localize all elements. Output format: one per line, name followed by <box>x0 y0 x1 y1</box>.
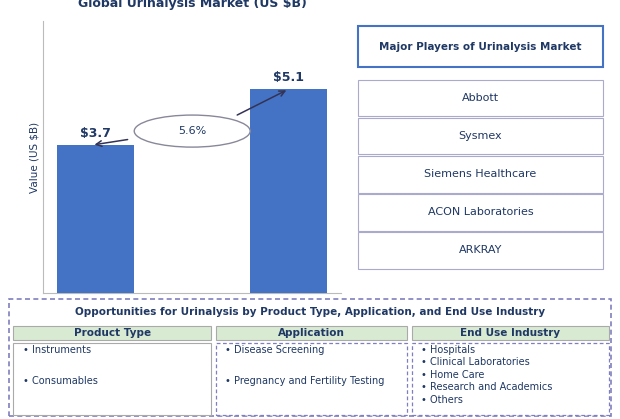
FancyBboxPatch shape <box>412 343 609 414</box>
FancyBboxPatch shape <box>14 343 211 414</box>
FancyBboxPatch shape <box>9 299 611 416</box>
Text: • Clinical Laboratories: • Clinical Laboratories <box>421 357 530 367</box>
Text: $3.7: $3.7 <box>80 127 111 140</box>
FancyBboxPatch shape <box>358 80 603 116</box>
Text: • Research and Academics: • Research and Academics <box>421 382 552 392</box>
Text: Source: Lucintel: Source: Lucintel <box>260 337 356 347</box>
Text: Product Type: Product Type <box>74 328 151 338</box>
Text: • Instruments: • Instruments <box>22 345 91 355</box>
Y-axis label: Value (US $B): Value (US $B) <box>29 122 39 193</box>
Text: $5.1: $5.1 <box>273 71 304 84</box>
FancyBboxPatch shape <box>216 326 407 341</box>
Text: • Pregnancy and Fertility Testing: • Pregnancy and Fertility Testing <box>225 376 384 386</box>
Text: • Others: • Others <box>421 395 463 405</box>
Text: End Use Industry: End Use Industry <box>461 328 560 338</box>
FancyBboxPatch shape <box>358 118 603 154</box>
FancyBboxPatch shape <box>216 343 407 414</box>
Bar <box>57 145 134 293</box>
Bar <box>250 89 327 293</box>
Title: Global Urinalysis Market (US $B): Global Urinalysis Market (US $B) <box>78 0 307 10</box>
Ellipse shape <box>134 115 250 147</box>
Text: Siemens Healthcare: Siemens Healthcare <box>424 169 537 179</box>
FancyBboxPatch shape <box>14 326 211 341</box>
FancyBboxPatch shape <box>358 156 603 193</box>
Text: ACON Laboratories: ACON Laboratories <box>428 207 533 217</box>
Text: Application: Application <box>278 328 345 338</box>
Text: Abbott: Abbott <box>462 93 499 103</box>
Text: Sysmex: Sysmex <box>459 131 502 141</box>
FancyBboxPatch shape <box>358 26 603 67</box>
FancyBboxPatch shape <box>358 194 603 230</box>
Text: Opportunities for Urinalysis by Product Type, Application, and End Use Industry: Opportunities for Urinalysis by Product … <box>75 307 545 317</box>
Text: • Home Care: • Home Care <box>421 370 485 380</box>
Text: • Consumables: • Consumables <box>22 376 97 386</box>
Text: • Disease Screening: • Disease Screening <box>225 345 324 355</box>
Text: • Hospitals: • Hospitals <box>421 345 476 355</box>
Text: Major Players of Urinalysis Market: Major Players of Urinalysis Market <box>379 42 582 52</box>
Text: ARKRAY: ARKRAY <box>459 246 502 256</box>
Text: 5.6%: 5.6% <box>178 126 206 136</box>
FancyBboxPatch shape <box>358 232 603 269</box>
FancyBboxPatch shape <box>412 326 609 341</box>
